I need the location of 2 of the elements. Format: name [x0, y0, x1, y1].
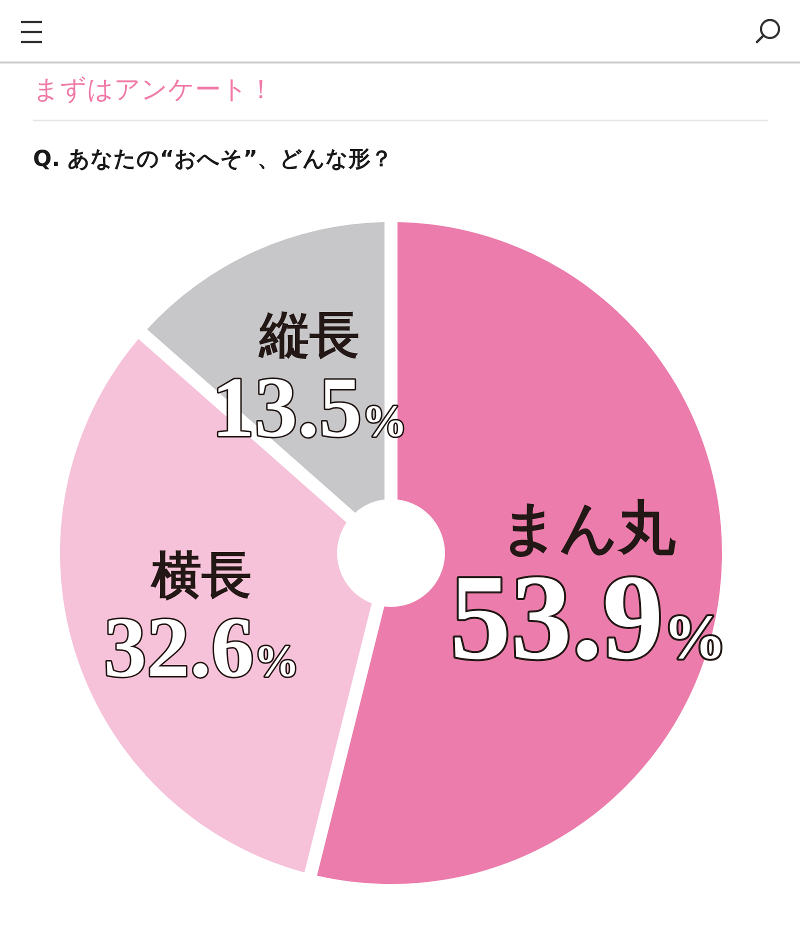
chart-title: まずはアンケート！ [33, 75, 274, 105]
chart-subtitle: Q. あなたの“おへそ”、どんな形？ [33, 147, 393, 172]
